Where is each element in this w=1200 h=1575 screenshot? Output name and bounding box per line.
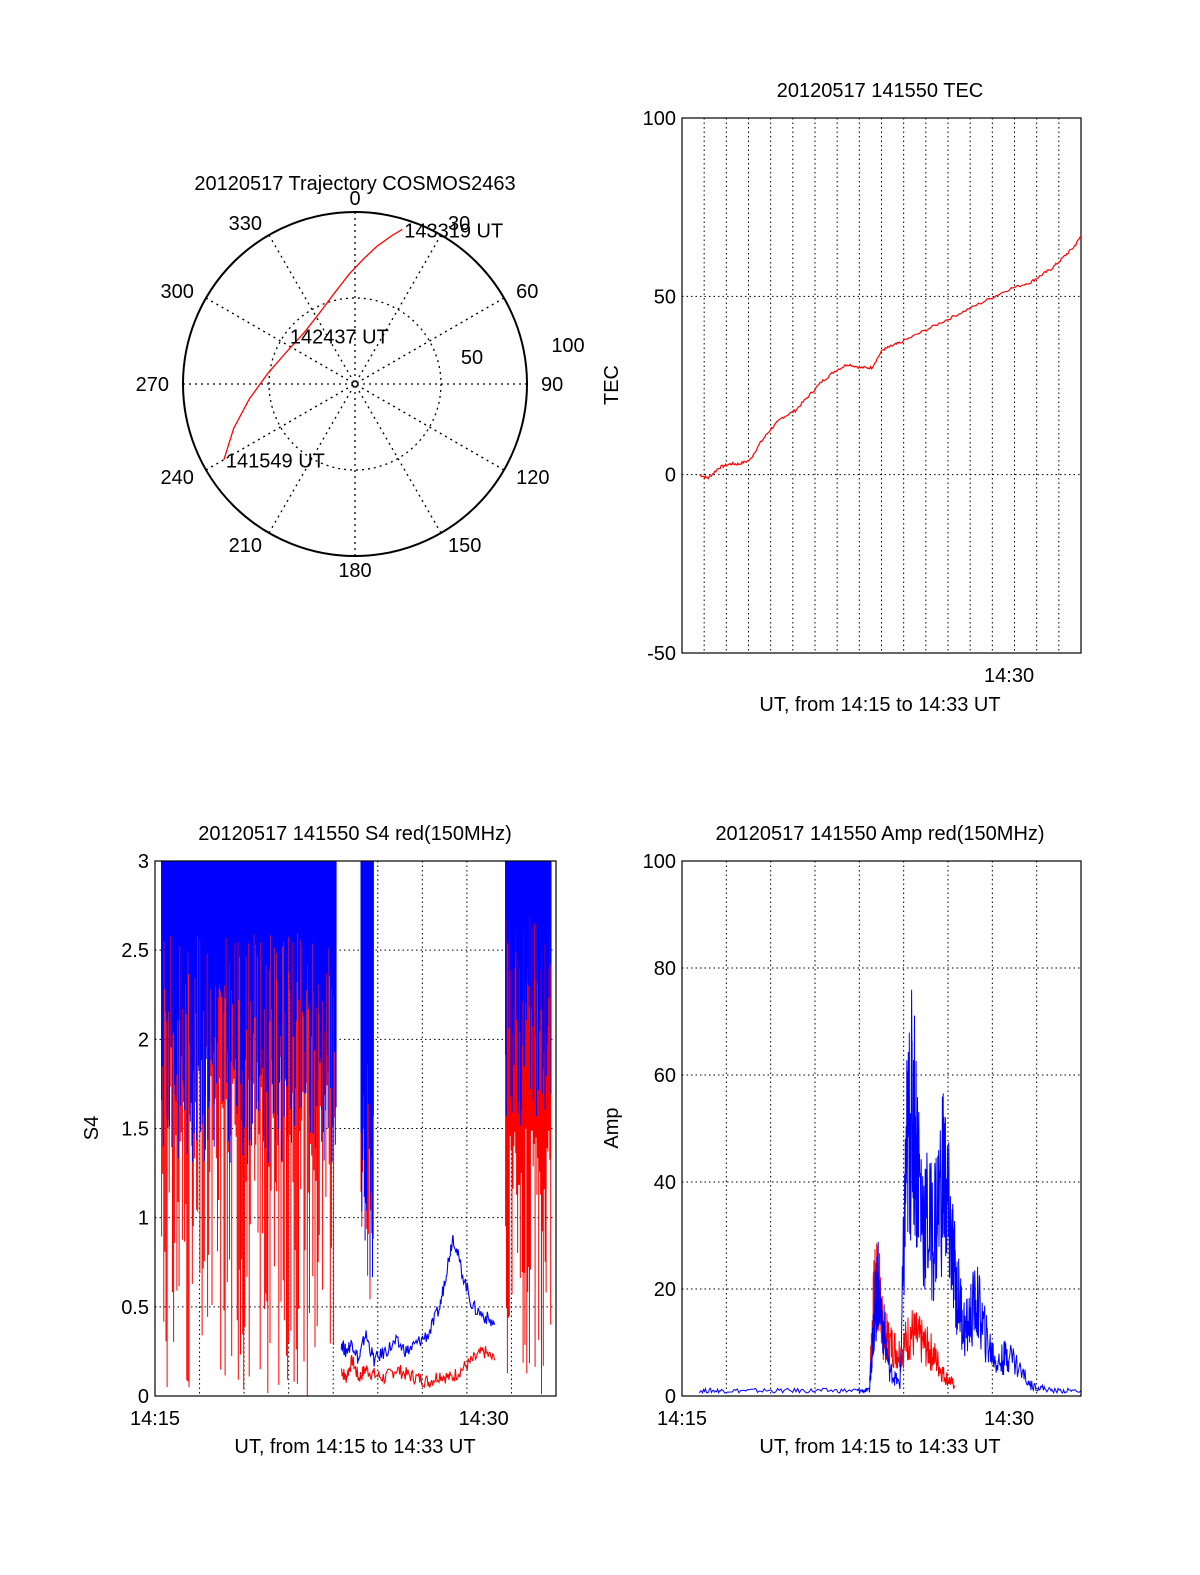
polar-annotations: 143319 UT 142437 UT 141549 UT <box>226 220 503 472</box>
y-tick-label: 2 <box>138 1029 149 1051</box>
polar-title: 20120517 Trajectory COSMOS2463 <box>194 173 515 195</box>
series-line-0 <box>699 235 1082 480</box>
y-tick-label: 60 <box>654 1065 676 1087</box>
polar-angle-label-120: 120 <box>516 467 549 489</box>
x-tick-label: 14:30 <box>984 1408 1034 1430</box>
y-tick-label: 100 <box>643 851 676 873</box>
spike-band <box>360 861 374 1279</box>
polar-angle-label-180: 180 <box>338 560 371 582</box>
tec-x-ticks: 14:30 <box>984 665 1034 687</box>
polar-annotation-1: 142437 UT <box>290 327 389 349</box>
tec-plot-frame <box>681 117 1082 654</box>
tec-y-ticks: -50 0 50 100 <box>643 108 676 665</box>
amp-ylabel: Amp <box>601 1107 623 1148</box>
s4-x-ticks: 14:15 14:30 <box>130 1408 509 1430</box>
x-tick-label: 14:15 <box>130 1408 180 1430</box>
y-tick-label: 0.5 <box>121 1297 149 1319</box>
polar-angle-labels: 0 30 60 90 120 150 180 210 240 270 300 330 <box>136 188 564 582</box>
polar-radial-labels: 50 100 <box>461 335 585 369</box>
y-tick-label: 20 <box>654 1279 676 1301</box>
polar-angle-label-240: 240 <box>161 467 194 489</box>
x-tick-label: 14:30 <box>459 1408 509 1430</box>
y-tick-label: -50 <box>647 643 676 665</box>
polar-angle-label-150: 150 <box>448 535 481 557</box>
polar-angle-label-270: 270 <box>136 374 169 396</box>
y-tick-label: 1.5 <box>121 1119 149 1141</box>
x-tick-label: 14:30 <box>984 665 1034 687</box>
s4-spikes <box>161 861 552 1396</box>
polar-panel: 20120517 Trajectory COSMOS2463 0 30 60 90 12… <box>136 173 585 582</box>
series-line-1 <box>698 989 1082 1395</box>
amp-grid <box>682 861 1081 1396</box>
polar-series <box>223 228 403 460</box>
tec-series <box>699 235 1082 480</box>
polar-angle-label-300: 300 <box>161 281 194 303</box>
polar-outer-circle <box>182 211 528 557</box>
amp-title: 20120517 141550 Amp red(150MHz) <box>715 823 1044 845</box>
amp-plot-frame <box>681 860 1082 1397</box>
amp-xlabel: UT, from 14:15 to 14:33 UT <box>759 1436 1000 1458</box>
amp-x-ticks: 14:15 14:30 <box>657 1408 1034 1430</box>
s4-plot-frame <box>154 860 557 1397</box>
y-tick-label: 0 <box>138 1386 149 1408</box>
tec-ylabel: TEC <box>601 365 623 405</box>
s4-panel: 20120517 141550 S4 red(150MHz) 0 0.5 1 1.5 2… <box>81 823 557 1458</box>
amp-series <box>698 989 1082 1395</box>
y-tick-label: 40 <box>654 1172 676 1194</box>
y-tick-label: 80 <box>654 958 676 980</box>
amp-y-ticks: 0 20 40 60 80 100 <box>643 851 676 1408</box>
polar-grid <box>183 212 527 556</box>
spike-band <box>161 861 337 1164</box>
y-tick-label: 1 <box>138 1208 149 1230</box>
x-tick-label: 14:15 <box>657 1408 707 1430</box>
polar-angle-label-30: 30 <box>448 213 470 235</box>
s4-series <box>340 1235 496 1389</box>
amp-panel: 20120517 141550 Amp red(150MHz) 0 20 40 60 8… <box>601 823 1082 1458</box>
polar-angle-label-90: 90 <box>541 374 563 396</box>
polar-radial-label-50: 50 <box>461 347 483 369</box>
s4-ylabel: S4 <box>81 1116 103 1140</box>
s4-xlabel: UT, from 14:15 to 14:33 UT <box>234 1436 475 1458</box>
polar-annotation-2: 141549 UT <box>226 451 325 473</box>
y-tick-label: 2.5 <box>121 940 149 962</box>
series-line-0 <box>340 1346 496 1389</box>
polar-angle-label-0: 0 <box>349 188 360 210</box>
polar-angle-label-60: 60 <box>516 281 538 303</box>
polar-annotation-0: 143319 UT <box>404 220 503 242</box>
polar-radial-label-100: 100 <box>551 335 584 357</box>
s4-title: 20120517 141550 S4 red(150MHz) <box>198 823 512 845</box>
s4-y-ticks: 0 0.5 1 1.5 2 2.5 3 <box>121 851 149 1408</box>
y-tick-label: 50 <box>654 286 676 308</box>
polar-trajectory-0 <box>223 228 403 460</box>
series-line-1 <box>340 1235 496 1367</box>
polar-angle-label-330: 330 <box>229 213 262 235</box>
y-tick-label: 0 <box>665 1386 676 1408</box>
y-tick-label: 3 <box>138 851 149 873</box>
y-tick-label: 100 <box>643 108 676 130</box>
tec-title: 20120517 141550 TEC <box>777 80 983 102</box>
spike-band <box>505 861 552 1126</box>
polar-angle-label-210: 210 <box>229 535 262 557</box>
tec-xlabel: UT, from 14:15 to 14:33 UT <box>759 694 1000 716</box>
tec-grid <box>682 118 1081 653</box>
y-tick-label: 0 <box>665 465 676 487</box>
